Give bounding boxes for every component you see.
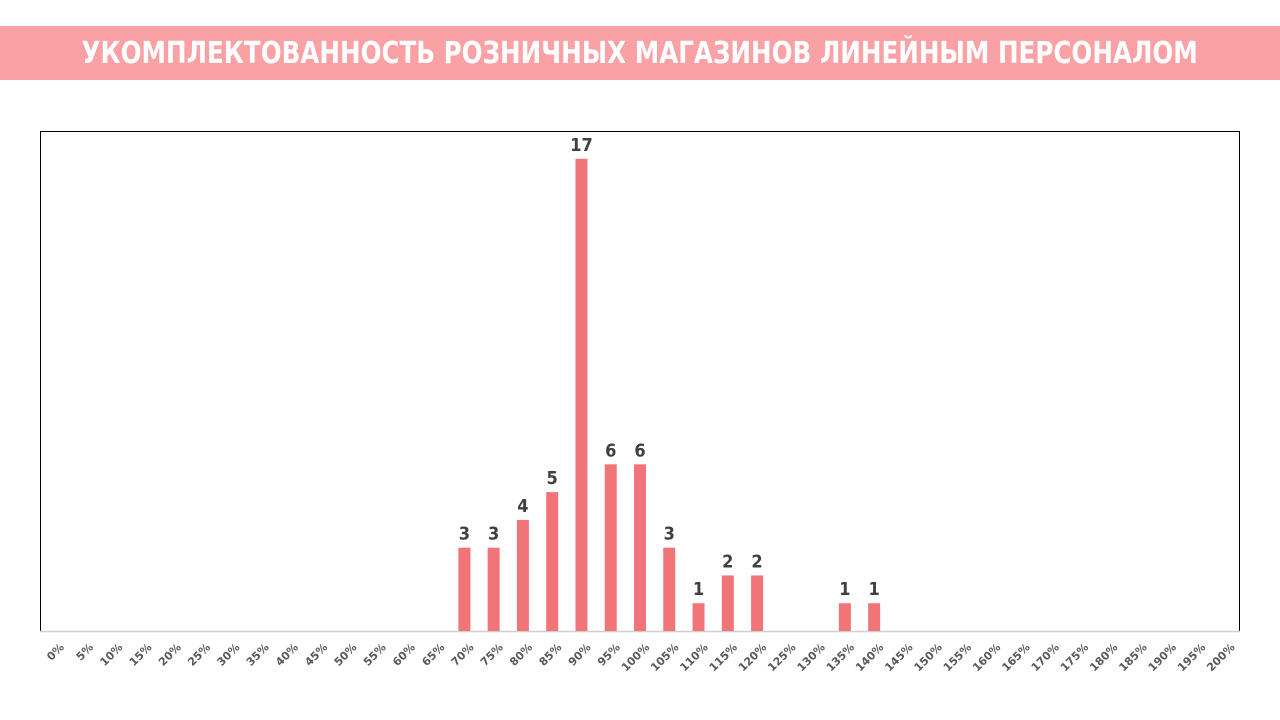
bar-120% xyxy=(751,575,764,631)
bar-110% xyxy=(692,603,705,631)
data-label-70%: 3 xyxy=(459,524,470,545)
x-tick-label: 135% xyxy=(824,641,857,674)
x-tick-label: 55% xyxy=(361,641,389,669)
x-tick-label: 140% xyxy=(853,641,886,674)
x-tick-label: 150% xyxy=(912,641,945,674)
x-tick-label: 30% xyxy=(215,641,243,669)
bar-75% xyxy=(487,547,500,631)
x-tick-label: 40% xyxy=(273,641,301,669)
x-tick-label: 200% xyxy=(1204,641,1237,674)
x-tick-label: 110% xyxy=(677,641,710,674)
x-tick-label: 120% xyxy=(736,641,769,674)
x-tick-label: 5% xyxy=(74,641,96,663)
x-tick-label: 175% xyxy=(1058,641,1091,674)
chart-title: УКОМПЛЕКТОВАННОСТЬ РОЗНИЧНЫХ МАГАЗИНОВ Л… xyxy=(81,35,1199,71)
data-label-140%: 1 xyxy=(869,579,880,600)
bar-90% xyxy=(575,158,588,631)
data-label-135%: 1 xyxy=(839,579,850,600)
bar-95% xyxy=(604,464,617,631)
x-tick-label: 90% xyxy=(566,641,594,669)
x-tick-label: 20% xyxy=(156,641,184,669)
title-bar: УКОМПЛЕКТОВАННОСТЬ РОЗНИЧНЫХ МАГАЗИНОВ Л… xyxy=(0,26,1280,80)
data-label-110%: 1 xyxy=(693,579,704,600)
x-tick-label: 165% xyxy=(999,641,1032,674)
data-label-95%: 6 xyxy=(605,440,616,461)
x-tick-label: 190% xyxy=(1146,641,1179,674)
x-tick-label: 115% xyxy=(707,641,740,674)
x-tick-label: 60% xyxy=(390,641,418,669)
bar-115% xyxy=(721,575,734,631)
bar-85% xyxy=(546,492,559,631)
data-label-80%: 4 xyxy=(517,496,528,517)
bar-135% xyxy=(838,603,851,631)
x-tick-label: 100% xyxy=(619,641,652,674)
x-tick-label: 65% xyxy=(419,641,447,669)
x-tick-label: 15% xyxy=(127,641,155,669)
x-tick-label: 125% xyxy=(765,641,798,674)
x-tick-label: 170% xyxy=(1029,641,1062,674)
data-label-100%: 6 xyxy=(634,440,645,461)
x-tick-label: 155% xyxy=(941,641,974,674)
x-tick-label: 10% xyxy=(97,641,125,669)
x-tick-label: 0% xyxy=(44,641,66,663)
x-tick-label: 50% xyxy=(332,641,360,669)
x-tick-label: 85% xyxy=(536,641,564,669)
data-label-75%: 3 xyxy=(488,524,499,545)
bar-140% xyxy=(868,603,881,631)
bar-105% xyxy=(663,547,676,631)
data-label-115%: 2 xyxy=(722,551,733,572)
x-tick-label: 75% xyxy=(478,641,506,669)
x-tick-label: 185% xyxy=(1116,641,1149,674)
data-label-90%: 17 xyxy=(570,135,593,156)
x-tick-label: 195% xyxy=(1175,641,1208,674)
x-tick-label: 45% xyxy=(302,641,330,669)
x-tick-label: 180% xyxy=(1087,641,1120,674)
x-tick-label: 80% xyxy=(507,641,535,669)
x-tick-label: 145% xyxy=(882,641,915,674)
bar-70% xyxy=(458,547,471,631)
x-tick-label: 105% xyxy=(648,641,681,674)
data-label-105%: 3 xyxy=(664,524,675,545)
bar-100% xyxy=(634,464,646,631)
data-label-85%: 5 xyxy=(547,468,558,489)
x-tick-label: 130% xyxy=(795,641,828,674)
data-label-120%: 2 xyxy=(751,551,762,572)
bar-80% xyxy=(516,519,529,631)
x-tick-label: 35% xyxy=(244,641,272,669)
x-tick-label: 70% xyxy=(449,641,477,669)
x-tick-label: 160% xyxy=(970,641,1003,674)
x-tick-label: 25% xyxy=(185,641,213,669)
